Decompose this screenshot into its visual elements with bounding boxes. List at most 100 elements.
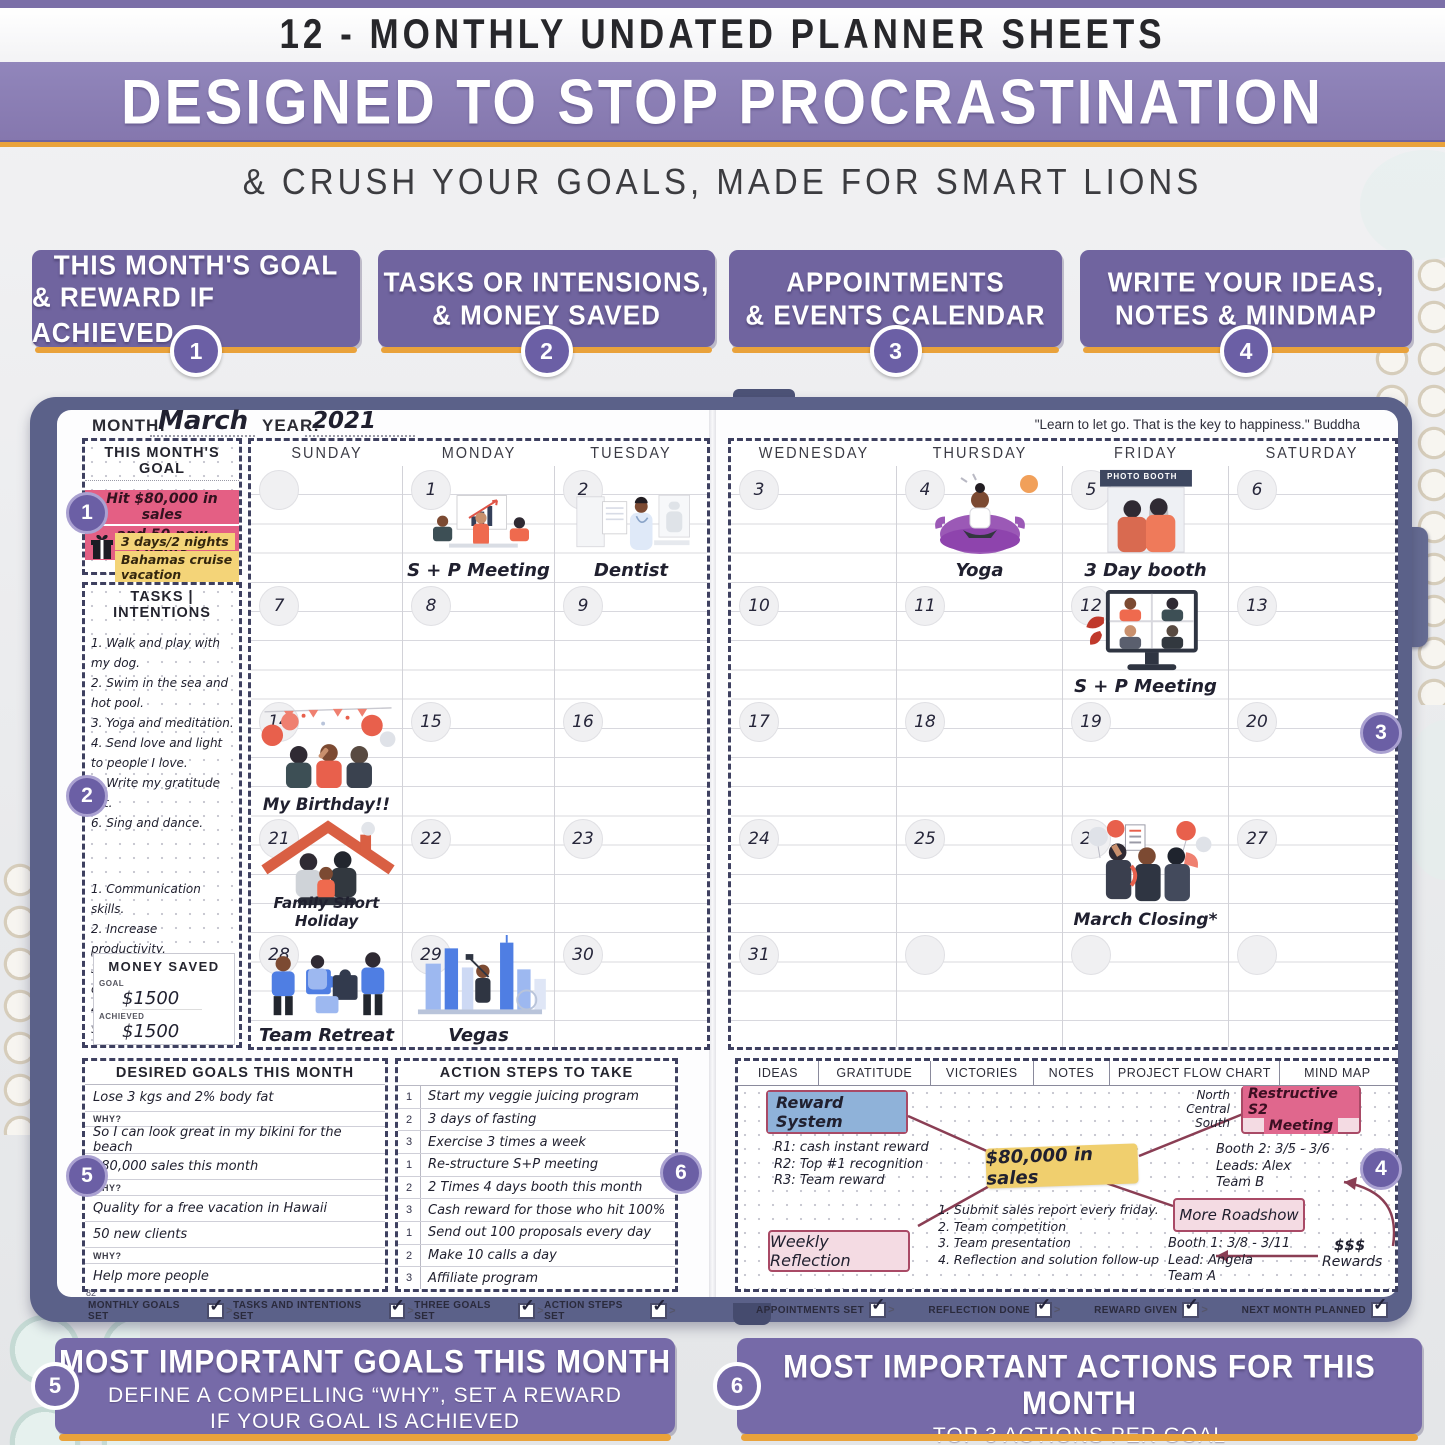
day-number: 25 <box>905 818 945 859</box>
page-number: 82 <box>86 1288 97 1298</box>
calendar-cell: 30 <box>555 931 707 1047</box>
family-illustration <box>261 819 395 905</box>
chevron-icon: > <box>888 1304 895 1316</box>
main-banner: DESIGNED TO STOP PROCRASTINATION <box>0 62 1445 142</box>
calendar-cell: 11 <box>897 582 1063 699</box>
calendar-cell: 5 PHOTO BOOTH 3 Day booth <box>1063 466 1229 583</box>
yoga-illustration <box>935 473 1038 554</box>
why-label: WHY? <box>85 1112 385 1128</box>
top-purple-strip <box>0 0 1445 8</box>
orange-divider <box>0 142 1445 147</box>
bottom-feature-title: MOST IMPORTANT ACTIONS FOR THIS MONTH <box>783 1349 1376 1422</box>
footer-checkbox-item: REFLECTION DONE ✓ > <box>928 1295 1061 1318</box>
tasks-list: 1. Walk and play with my dog. 2. Swim in… <box>91 633 235 833</box>
day-number: 24 <box>739 818 779 859</box>
day-number: 9 <box>563 586 603 627</box>
birthday-illustration <box>261 707 396 789</box>
right-page-footer: APPOINTMENTS SET ✓ > REFLECTION DONE ✓ > REW… <box>756 1295 1390 1318</box>
rewards-label: Rewards <box>1322 1254 1383 1270</box>
reward-system-box: Reward System <box>766 1090 908 1134</box>
feature-label: TASKS OR INTENSIONS, <box>383 265 710 298</box>
calendar-cell: 26 March Closing* <box>1063 814 1229 931</box>
day-number: 13 <box>1237 586 1277 627</box>
day-number: 16 <box>563 702 603 743</box>
event-caption: Team Retreat <box>259 1024 394 1046</box>
checkbox-icon: ✓ <box>1182 1295 1200 1318</box>
why-label: WHY? <box>85 1180 385 1196</box>
step-text: Cash reward for those who hit 100% <box>428 1202 666 1218</box>
calendar-cell: 3 <box>731 466 897 583</box>
month-label: MONTH: <box>92 416 166 435</box>
chevron-icon: > <box>537 1305 545 1317</box>
checkbox-icon: ✓ <box>388 1296 406 1319</box>
checkbox-icon: ✓ <box>207 1296 225 1319</box>
money-saved-box: MONEY SAVED GOAL $1500 ACHIEVED $1500 <box>93 953 235 1045</box>
gift-icon <box>91 535 113 559</box>
booth-note: Team A <box>1168 1269 1216 1284</box>
footer-checkbox-item: ACTION STEPS SET ✓ > <box>544 1296 676 1322</box>
task-item: 6. Sing and dance. <box>91 816 204 830</box>
calendar-cell <box>1063 930 1229 1047</box>
desired-goals-box: DESIRED GOALS THIS MONTH Lose 3 kgs and … <box>82 1058 388 1292</box>
day-number: 8 <box>411 586 451 627</box>
calendar-cell <box>251 466 403 583</box>
goal-entry: $80,000 sales this month <box>85 1154 385 1181</box>
feature-label: & REWARD IF ACHIEVED <box>32 280 215 349</box>
day-number: 15 <box>411 702 451 743</box>
more-roadshow-label: More Roadshow <box>1179 1206 1299 1224</box>
mindmap-tab-bar: IDEAS GRATITUDE VICTORIES NOTES PROJECT … <box>738 1061 1395 1086</box>
calendar-left: SUNDAY MONDAY TUESDAY 1 S + P <box>248 438 710 1050</box>
step-text: Affiliate program <box>428 1270 539 1286</box>
calendar-cell: 18 <box>897 698 1063 815</box>
tab-victories: VICTORIES <box>931 1061 1034 1085</box>
reward-highlight-line1: 3 days/2 nights <box>115 533 235 550</box>
money-achieved-label: ACHIEVED <box>99 1012 145 1021</box>
reward-item: R2: Top #1 recognition <box>774 1156 924 1172</box>
day-number: 11 <box>905 586 945 627</box>
day-header-wednesday: WEDNESDAY <box>758 445 870 462</box>
dentist-illustration <box>576 494 690 550</box>
calendar-cell <box>897 930 1063 1047</box>
year-value: 2021 <box>312 408 377 434</box>
goal-box-title: THIS MONTH'S GOAL <box>85 445 239 481</box>
page-title: 12 - MONTHLY UNDATED PLANNER SHEETS <box>279 11 1166 58</box>
reward-highlight-line2: Bahamas cruise vacation <box>115 551 239 583</box>
page-center-seam <box>709 410 716 1297</box>
bottom-badge-6: 6 <box>713 1362 761 1410</box>
feature-number-badge: 3 <box>869 325 922 377</box>
checkbox-icon: ✓ <box>518 1296 536 1319</box>
weekly-item: 2. Team competition <box>938 1218 1067 1234</box>
feature-number-badge: 2 <box>520 325 573 377</box>
calendar-cell: 9 <box>555 582 707 698</box>
footer-checkbox-item: APPOINTMENTS SET ✓ > <box>756 1295 895 1318</box>
calendar-cell: 23 <box>555 815 707 931</box>
calendar-cell: 4 Yoga <box>897 466 1063 583</box>
event-caption: My Birthday!! <box>262 794 391 814</box>
event-caption: Family Short Holiday <box>273 893 380 930</box>
event-caption: Dentist <box>593 560 669 582</box>
money-goal-label: GOAL <box>99 979 125 988</box>
footer-checkbox-item: TASKS AND INTENTIONS SET ✓ > <box>232 1296 415 1322</box>
tab-gratitude: GRATITUDE <box>819 1061 931 1085</box>
meeting-illustration <box>433 495 529 548</box>
top-title-bar: 12 - MONTHLY UNDATED PLANNER SHEETS <box>0 8 1445 62</box>
chevron-icon: > <box>1053 1304 1061 1316</box>
calendar-cell: 25 <box>897 814 1063 931</box>
event-caption: March Closing* <box>1073 909 1218 930</box>
calendar-cell: 1 S + P Meeting <box>403 466 555 583</box>
badge-2: 2 <box>66 775 108 817</box>
mindmap-connector-lines <box>907 1112 1395 1262</box>
restructive-line2: Meeting <box>1263 1118 1339 1134</box>
booth-note: Lead: Angela <box>1168 1252 1253 1268</box>
footer-checkbox-item: THREE GOALS SET ✓ > <box>414 1296 545 1322</box>
more-roadshow-box: More Roadshow <box>1173 1198 1305 1232</box>
step-number: 1 <box>398 1086 421 1108</box>
quote-text: "Learn to let go. That is the key to hap… <box>1034 417 1360 432</box>
calendar-cell: 6 <box>1229 466 1395 582</box>
video-meeting-illustration <box>1086 590 1198 671</box>
checkmark-icon: ✓ <box>390 1296 406 1315</box>
badge-6: 6 <box>660 1152 702 1194</box>
calendar-cell: 22 <box>403 814 555 931</box>
tab-ideas: IDEAS <box>738 1061 819 1085</box>
calendar-cell: 20 <box>1229 698 1395 814</box>
